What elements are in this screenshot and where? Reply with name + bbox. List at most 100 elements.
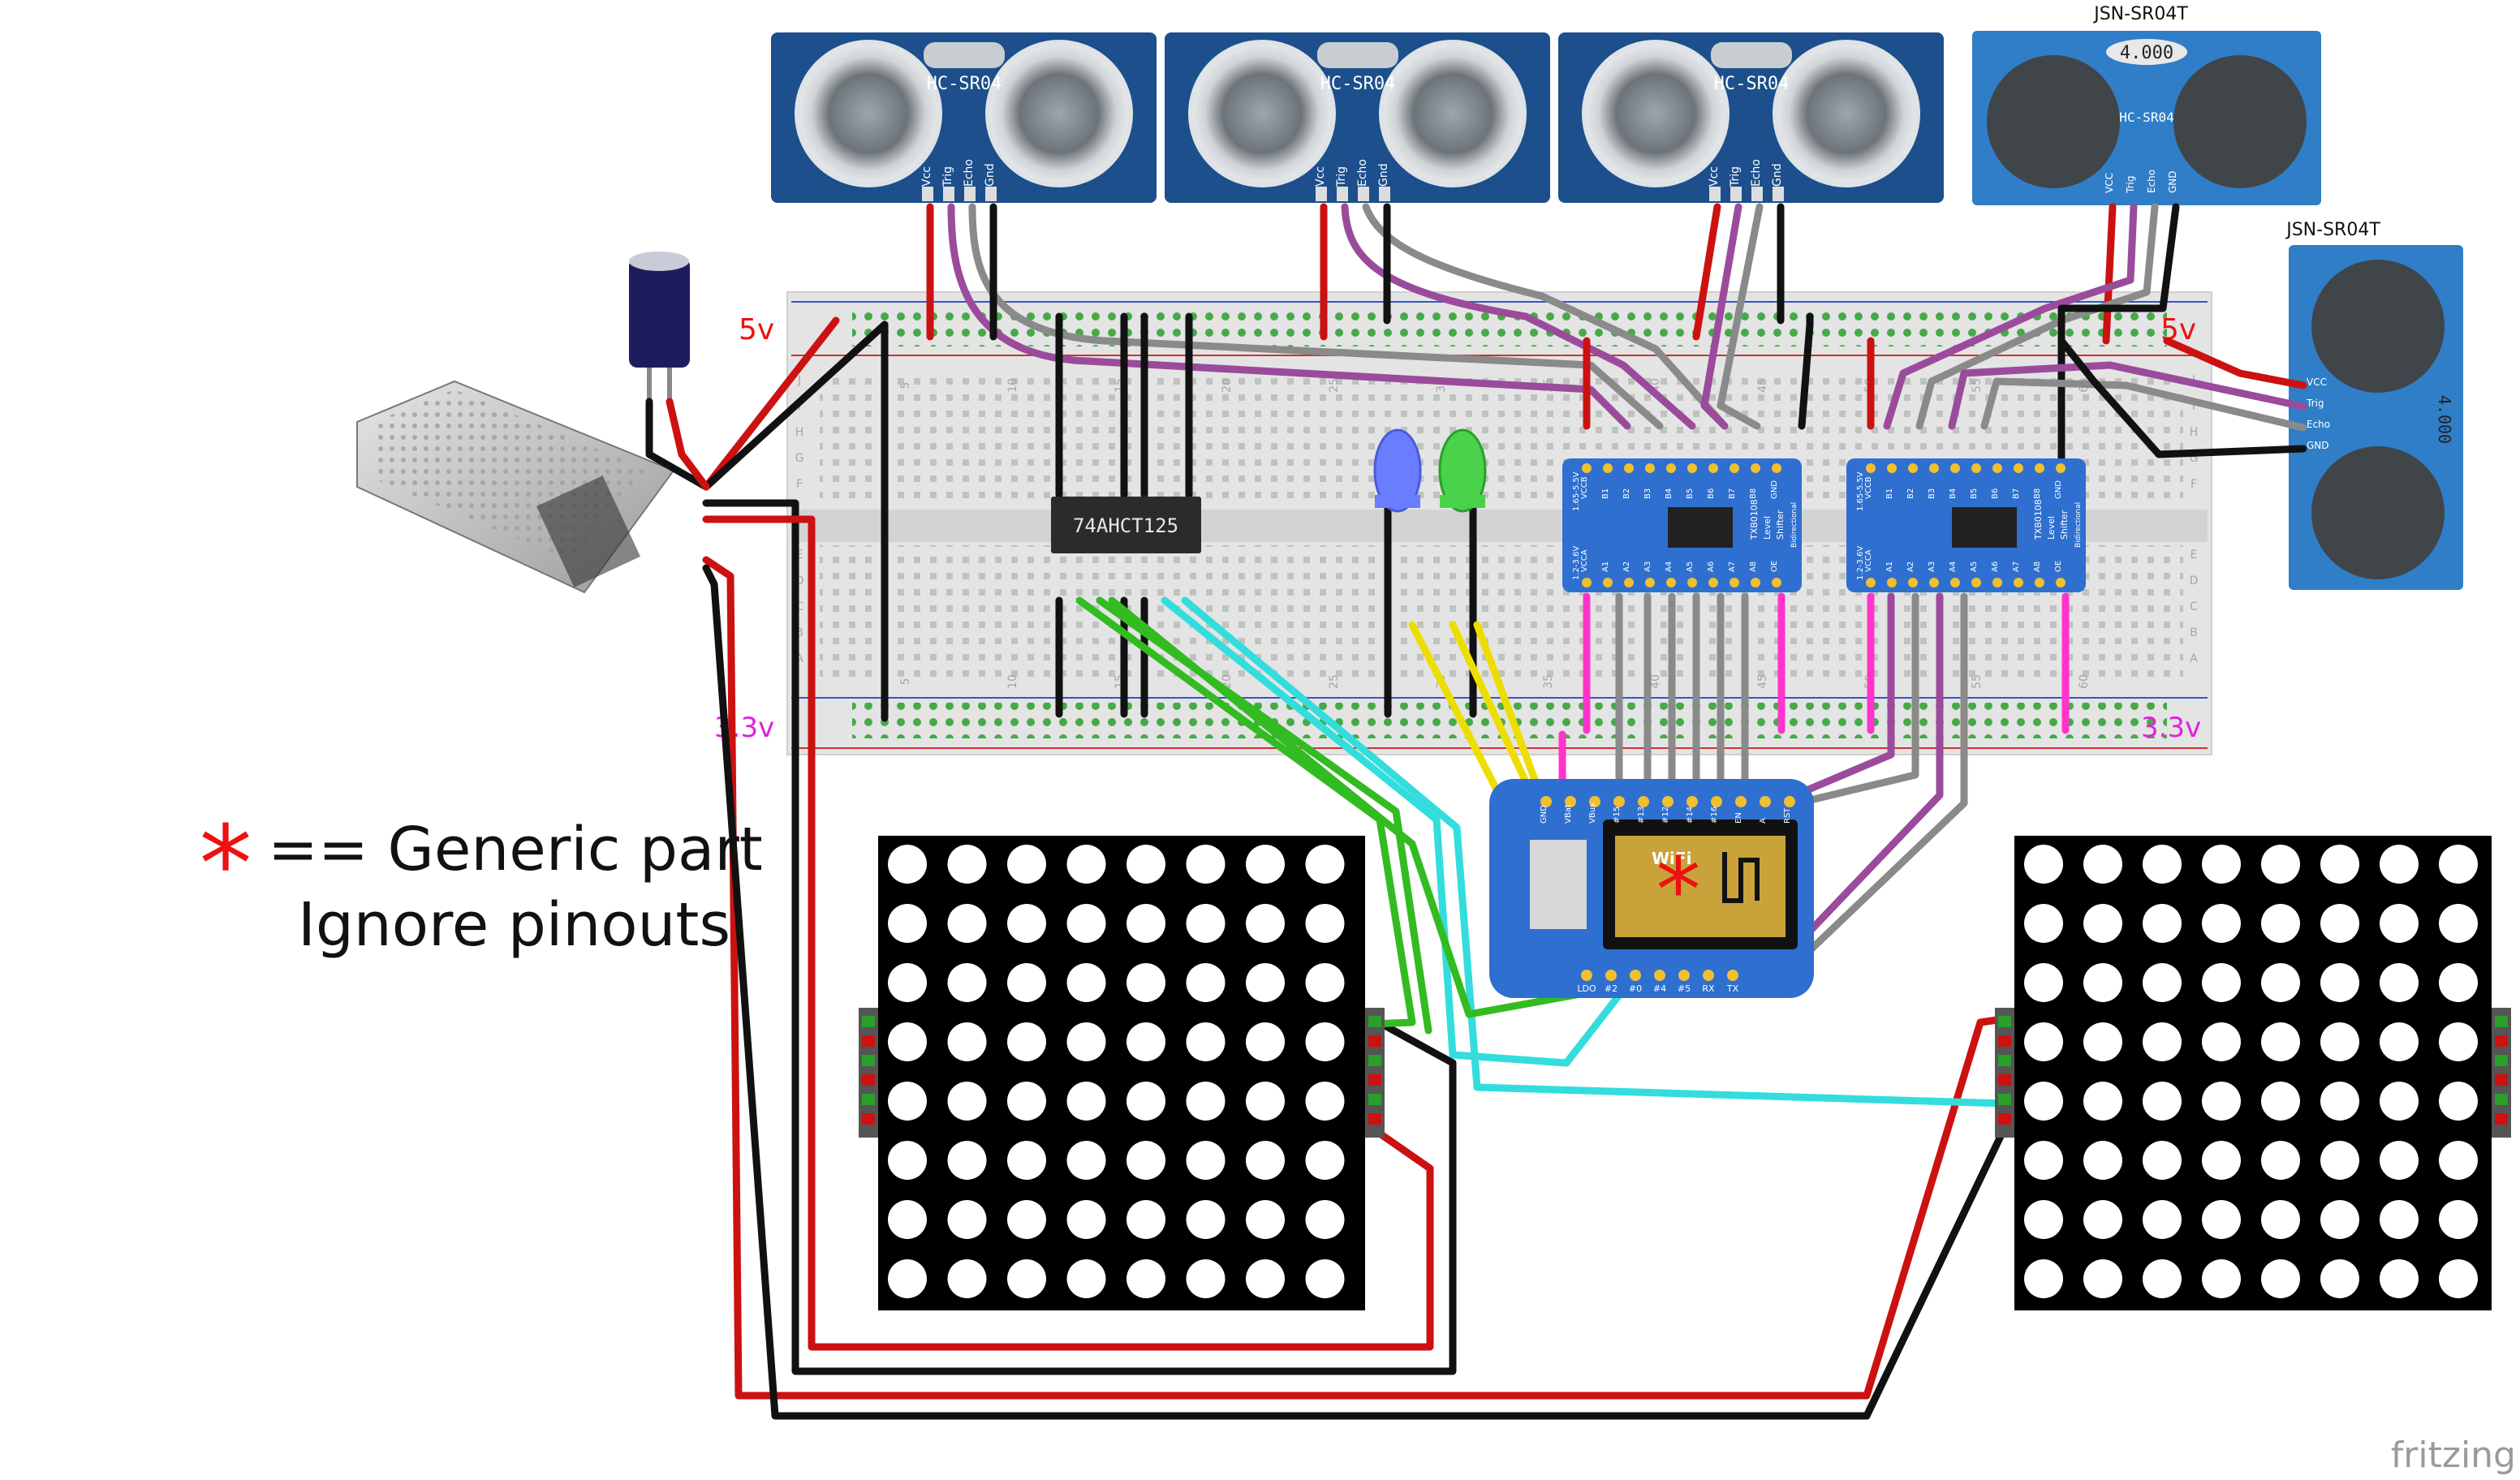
matrix-led-icon [2380,845,2419,884]
pin-label: GND [2054,480,2063,499]
matrix-led-icon [1186,845,1226,884]
shifter-text: TXB0108 [2033,499,2044,540]
matrix-led-icon [888,1259,927,1298]
header-pin [862,1035,875,1047]
pin-label: Trig [941,166,954,187]
matrix-led-icon [2261,963,2300,1002]
matrix-led-icon [2380,1200,2419,1239]
antenna-icon [1722,852,1760,903]
header-pin [862,1055,875,1066]
pin-pad [1711,796,1722,807]
header-pin [1998,1113,2011,1125]
pin-label: B2 [1906,488,1915,499]
pin-label: Trig [2125,176,2136,194]
pin-label: Echo [2307,419,2330,430]
column-number: 55 [1971,378,1984,393]
matrix-led-icon [2083,1259,2122,1298]
pin-label: A2 [1622,561,1631,572]
shifter-text: Level [1762,516,1773,540]
shifter-text: Shifter [1775,510,1786,540]
wire-purple [1341,203,1696,430]
wire-purple [1883,203,2138,430]
level-shifter-1: TXB0108 Level Shifter Bidirectional 1.2-… [1562,458,1802,592]
matrix-led-icon [1066,1200,1106,1239]
shifter-text: Shifter [2059,510,2070,540]
matrix-led-icon [1246,845,1285,884]
pin-pad [2056,578,2066,587]
wire-gray [1717,203,1764,430]
pin-pad [1950,463,1960,473]
pin-pad [1582,463,1592,473]
row-letter: D [795,574,804,587]
shifter-text: TXB0108 [1749,499,1760,540]
header-pin [1998,1055,2011,1066]
pin-label: Echo [1356,159,1369,187]
header-pin [2495,1074,2508,1086]
pin-label: Echo [963,159,976,187]
matrix-led-icon [2439,1022,2478,1061]
wire-cyan [1161,596,1627,1067]
pin-label: A4 [1949,561,1958,572]
shifter-text: Bidirectional [2074,502,2083,548]
row-letter: I [2192,400,2195,413]
pin-pad [1565,796,1576,807]
power-supply [356,380,675,594]
matrix-led-icon [888,963,927,1002]
jsn-board-text: HC-SR04 [2119,110,2173,125]
matrix-led-icon [2083,904,2122,943]
pin-label: VBus [1588,803,1597,824]
matrix-led-icon [947,845,987,884]
pin-pad [1730,578,1739,587]
generic-part-star-icon: * [1656,838,1701,942]
pin-label: A [1759,818,1768,824]
pin-pad [1772,578,1781,587]
pin-pad [1708,463,1718,473]
matrix-led-icon [1305,904,1345,943]
row-letter: H [795,426,804,439]
matrix-led-icon [1066,1082,1106,1121]
matrix-led-icon [2320,1082,2359,1121]
wire-purple [1948,361,2307,430]
wire-red [702,515,1434,1351]
pin-label: EN [1734,812,1743,824]
legend-star-icon: * [200,802,252,926]
row-letter: G [2190,452,2199,465]
hc-sr04-sensor-2: HC-SR04 Vcc Trig Echo Gnd [1165,32,1550,203]
matrix-led-icon [1186,1259,1226,1298]
matrix-led-icon [1126,1022,1165,1061]
matrix-led-icon [2439,1200,2478,1239]
pin-label: B6 [1991,488,2000,499]
matrix-led-icon [2143,1259,2182,1298]
pin-label: B8 [2033,488,2042,499]
pin-label: B5 [1686,488,1695,499]
header-pin [2495,1055,2508,1066]
pin-label: A7 [2012,561,2021,572]
pin-pad [1687,578,1697,587]
pin-label: #12 [1661,807,1670,824]
matrix-led-icon [1186,904,1226,943]
matrix-led-icon [2024,1141,2063,1180]
wire-red [666,398,710,491]
matrix-led-icon [2024,1082,2063,1121]
header-pin [862,1113,875,1125]
matrix-led-icon [2320,845,2359,884]
jsn-sensor-1-title: JSN-SR04T [2092,4,2188,24]
pin-pad [1654,970,1665,981]
pin-label: B4 [1665,488,1674,499]
pin-pad [2014,463,2023,473]
pin-pad [1589,796,1600,807]
pin-label: B8 [1749,488,1758,499]
matrix-led-icon [2320,1259,2359,1298]
pin-pad [1950,578,1960,587]
pin-label: A5 [1686,561,1695,572]
matrix-led-icon [2320,1200,2359,1239]
pin-pad [1971,578,1981,587]
wire-black [2057,337,2307,458]
matrix-led-icon [2024,1259,2063,1298]
matrix-led-icon [2439,904,2478,943]
matrix-led-icon [1066,1259,1106,1298]
matrix-led-icon [2143,845,2182,884]
pin-pad [1686,796,1698,807]
pin-pad [1887,463,1897,473]
row-letter: C [2190,600,2198,613]
